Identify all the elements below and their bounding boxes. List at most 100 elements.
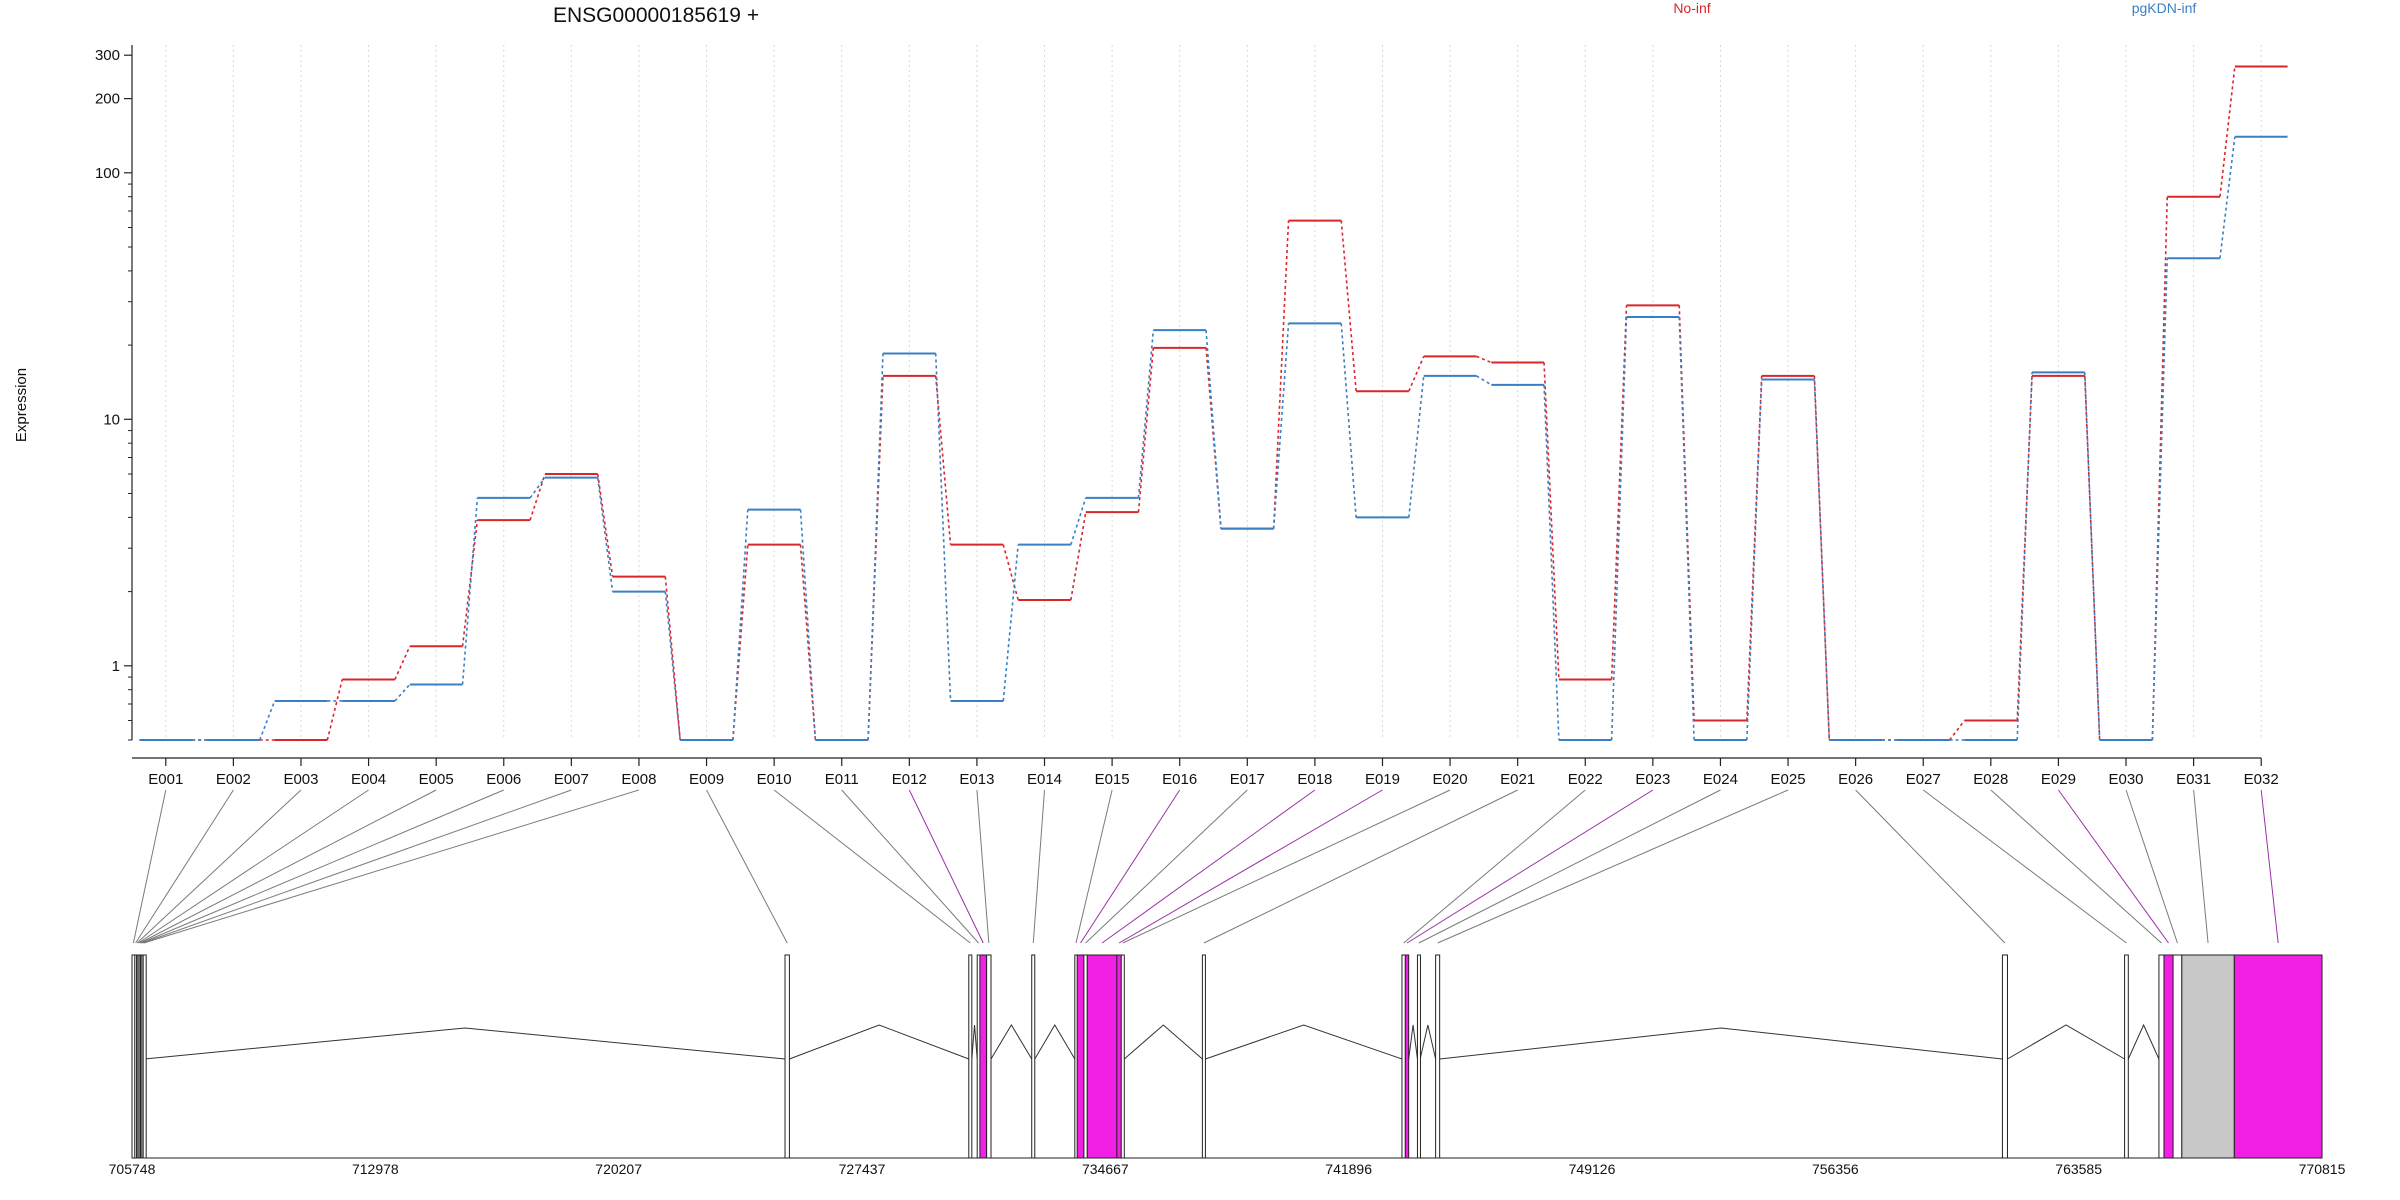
connector-e029: [2058, 789, 2169, 944]
y-tick-label: 300: [95, 47, 120, 64]
intron-line: [1123, 1024, 1203, 1060]
exon-box-e019: [1116, 954, 1122, 1159]
genome-tick-label: 734667: [1082, 1161, 1129, 1177]
x-tick-label-e029: E029: [2041, 771, 2076, 788]
connector-e018: [1101, 789, 1316, 944]
x-tick-label-e009: E009: [689, 771, 724, 788]
series-pgkdn-inf-transition: [1543, 384, 1560, 741]
connector-e019: [1118, 789, 1383, 944]
x-tick-label-e001: E001: [148, 771, 183, 788]
series-pgkdn-inf-transition: [934, 353, 952, 701]
genome-tick-label: 763585: [2055, 1161, 2102, 1177]
x-tick-label-e010: E010: [757, 771, 792, 788]
exon-box-e029: [2163, 954, 2174, 1159]
x-tick-label-e005: E005: [419, 771, 454, 788]
connector-e016: [1080, 789, 1181, 944]
series-pgkdn-inf-transition: [2151, 258, 2169, 741]
series-lines: [139, 65, 2288, 741]
x-tick-label-e006: E006: [486, 771, 521, 788]
exon-box-e014: [1031, 954, 1036, 1159]
x-tick-label-e030: E030: [2108, 771, 2143, 788]
series-pgkdn-inf-transition: [1476, 375, 1492, 386]
series-no-inf-transition: [1340, 220, 1357, 392]
y-tick-label: 10: [103, 411, 120, 428]
genome-tick-label: 770815: [2299, 1161, 2346, 1177]
x-tick-label-e017: E017: [1230, 771, 1265, 788]
series-pgkdn-inf-transition: [259, 700, 276, 741]
exon-box-e017: [1083, 954, 1088, 1159]
series-no-inf-transition: [461, 520, 479, 647]
exon-box-e013: [986, 954, 992, 1159]
connector-e028: [1990, 789, 2162, 944]
series-pgkdn-inf-transition: [2083, 372, 2101, 741]
series-pgkdn-inf-transition: [2219, 136, 2236, 259]
x-tick-label-e002: E002: [216, 771, 251, 788]
x-tick-label-e019: E019: [1365, 771, 1400, 788]
exon-box-e020: [1120, 954, 1125, 1159]
series-no-inf-transition: [1137, 347, 1155, 513]
series-no-inf-transition: [326, 679, 343, 741]
series-no-inf-transition: [799, 544, 817, 741]
x-tick-label-e024: E024: [1703, 771, 1738, 788]
exon-box-e027: [2124, 954, 2129, 1159]
series-no-inf-transition: [1408, 356, 1425, 392]
genome-tick-label: 756356: [1812, 1161, 1859, 1177]
x-tick-label-e020: E020: [1433, 771, 1468, 788]
series-no-inf-transition: [2219, 66, 2236, 197]
connector-e004: [138, 789, 369, 944]
series-pgkdn-inf-transition: [461, 497, 479, 685]
x-tick-label-e015: E015: [1095, 771, 1130, 788]
connector-e009: [706, 789, 788, 944]
connector-e010: [773, 789, 971, 944]
x-axis: E001 E002 E003 E004 E005 E006 E007 E008 E009 E010…: [132, 757, 2279, 788]
exon-box-e008: [142, 954, 147, 1159]
y-tick-label: 1: [112, 658, 120, 675]
exon-box-e026: [2001, 954, 2008, 1159]
series-pgkdn-inf-transition: [664, 591, 681, 741]
exon-box-e022: [1401, 954, 1406, 1159]
connector-e027: [1922, 789, 2127, 944]
exon-box-e018: [1086, 954, 1118, 1159]
gene-model-track: [131, 954, 2323, 1159]
series-pgkdn-inf-transition: [529, 477, 546, 499]
series-no-inf-transition: [1002, 544, 1019, 601]
connector-e013: [976, 789, 990, 944]
exon-box-e025: [1435, 954, 1441, 1159]
series-no-inf-transition: [529, 473, 546, 521]
x-tick-label-e018: E018: [1297, 771, 1332, 788]
x-tick-label-e016: E016: [1162, 771, 1197, 788]
connector-e015: [1075, 789, 1113, 944]
exon-box-e009: [784, 954, 790, 1159]
series-pgkdn-inf-transition: [394, 683, 411, 702]
exon-box-e024: [1416, 954, 1421, 1159]
legend-entry-no-inf: No-inf: [1673, 0, 1710, 16]
connector-e007: [142, 789, 572, 944]
series-no-inf-transition: [1948, 719, 1966, 741]
series-no-inf-transition: [732, 544, 749, 741]
series-pgkdn-inf-transition: [1678, 316, 1695, 741]
series-no-inf-transition: [2151, 196, 2169, 741]
exon-box-e023: [1404, 954, 1410, 1159]
series-pgkdn-inf-transition: [1813, 379, 1831, 741]
connector-e021: [1203, 789, 1518, 944]
exon-box-e010: [968, 954, 973, 1159]
series-pgkdn-inf-transition: [867, 353, 884, 741]
connector-e012: [908, 789, 984, 944]
intron-line: [144, 1027, 786, 1060]
series-no-inf-transition: [1813, 375, 1831, 741]
exon-connector-lines: [132, 789, 2279, 944]
x-tick-label-e004: E004: [351, 771, 386, 788]
connector-e024: [1418, 789, 1721, 944]
exon-box-e030: [2172, 954, 2183, 1159]
x-tick-label-e013: E013: [959, 771, 994, 788]
x-tick-label-e027: E027: [1906, 771, 1941, 788]
series-no-inf-transition: [394, 645, 411, 680]
series-pgkdn-inf-transition: [1070, 497, 1087, 545]
exon-box-e012: [979, 954, 988, 1159]
connector-e020: [1122, 789, 1451, 944]
series-pgkdn-inf-transition: [596, 477, 614, 592]
x-tick-label-e003: E003: [283, 771, 318, 788]
connector-e014: [1032, 789, 1046, 944]
connector-e023: [1406, 789, 1654, 944]
